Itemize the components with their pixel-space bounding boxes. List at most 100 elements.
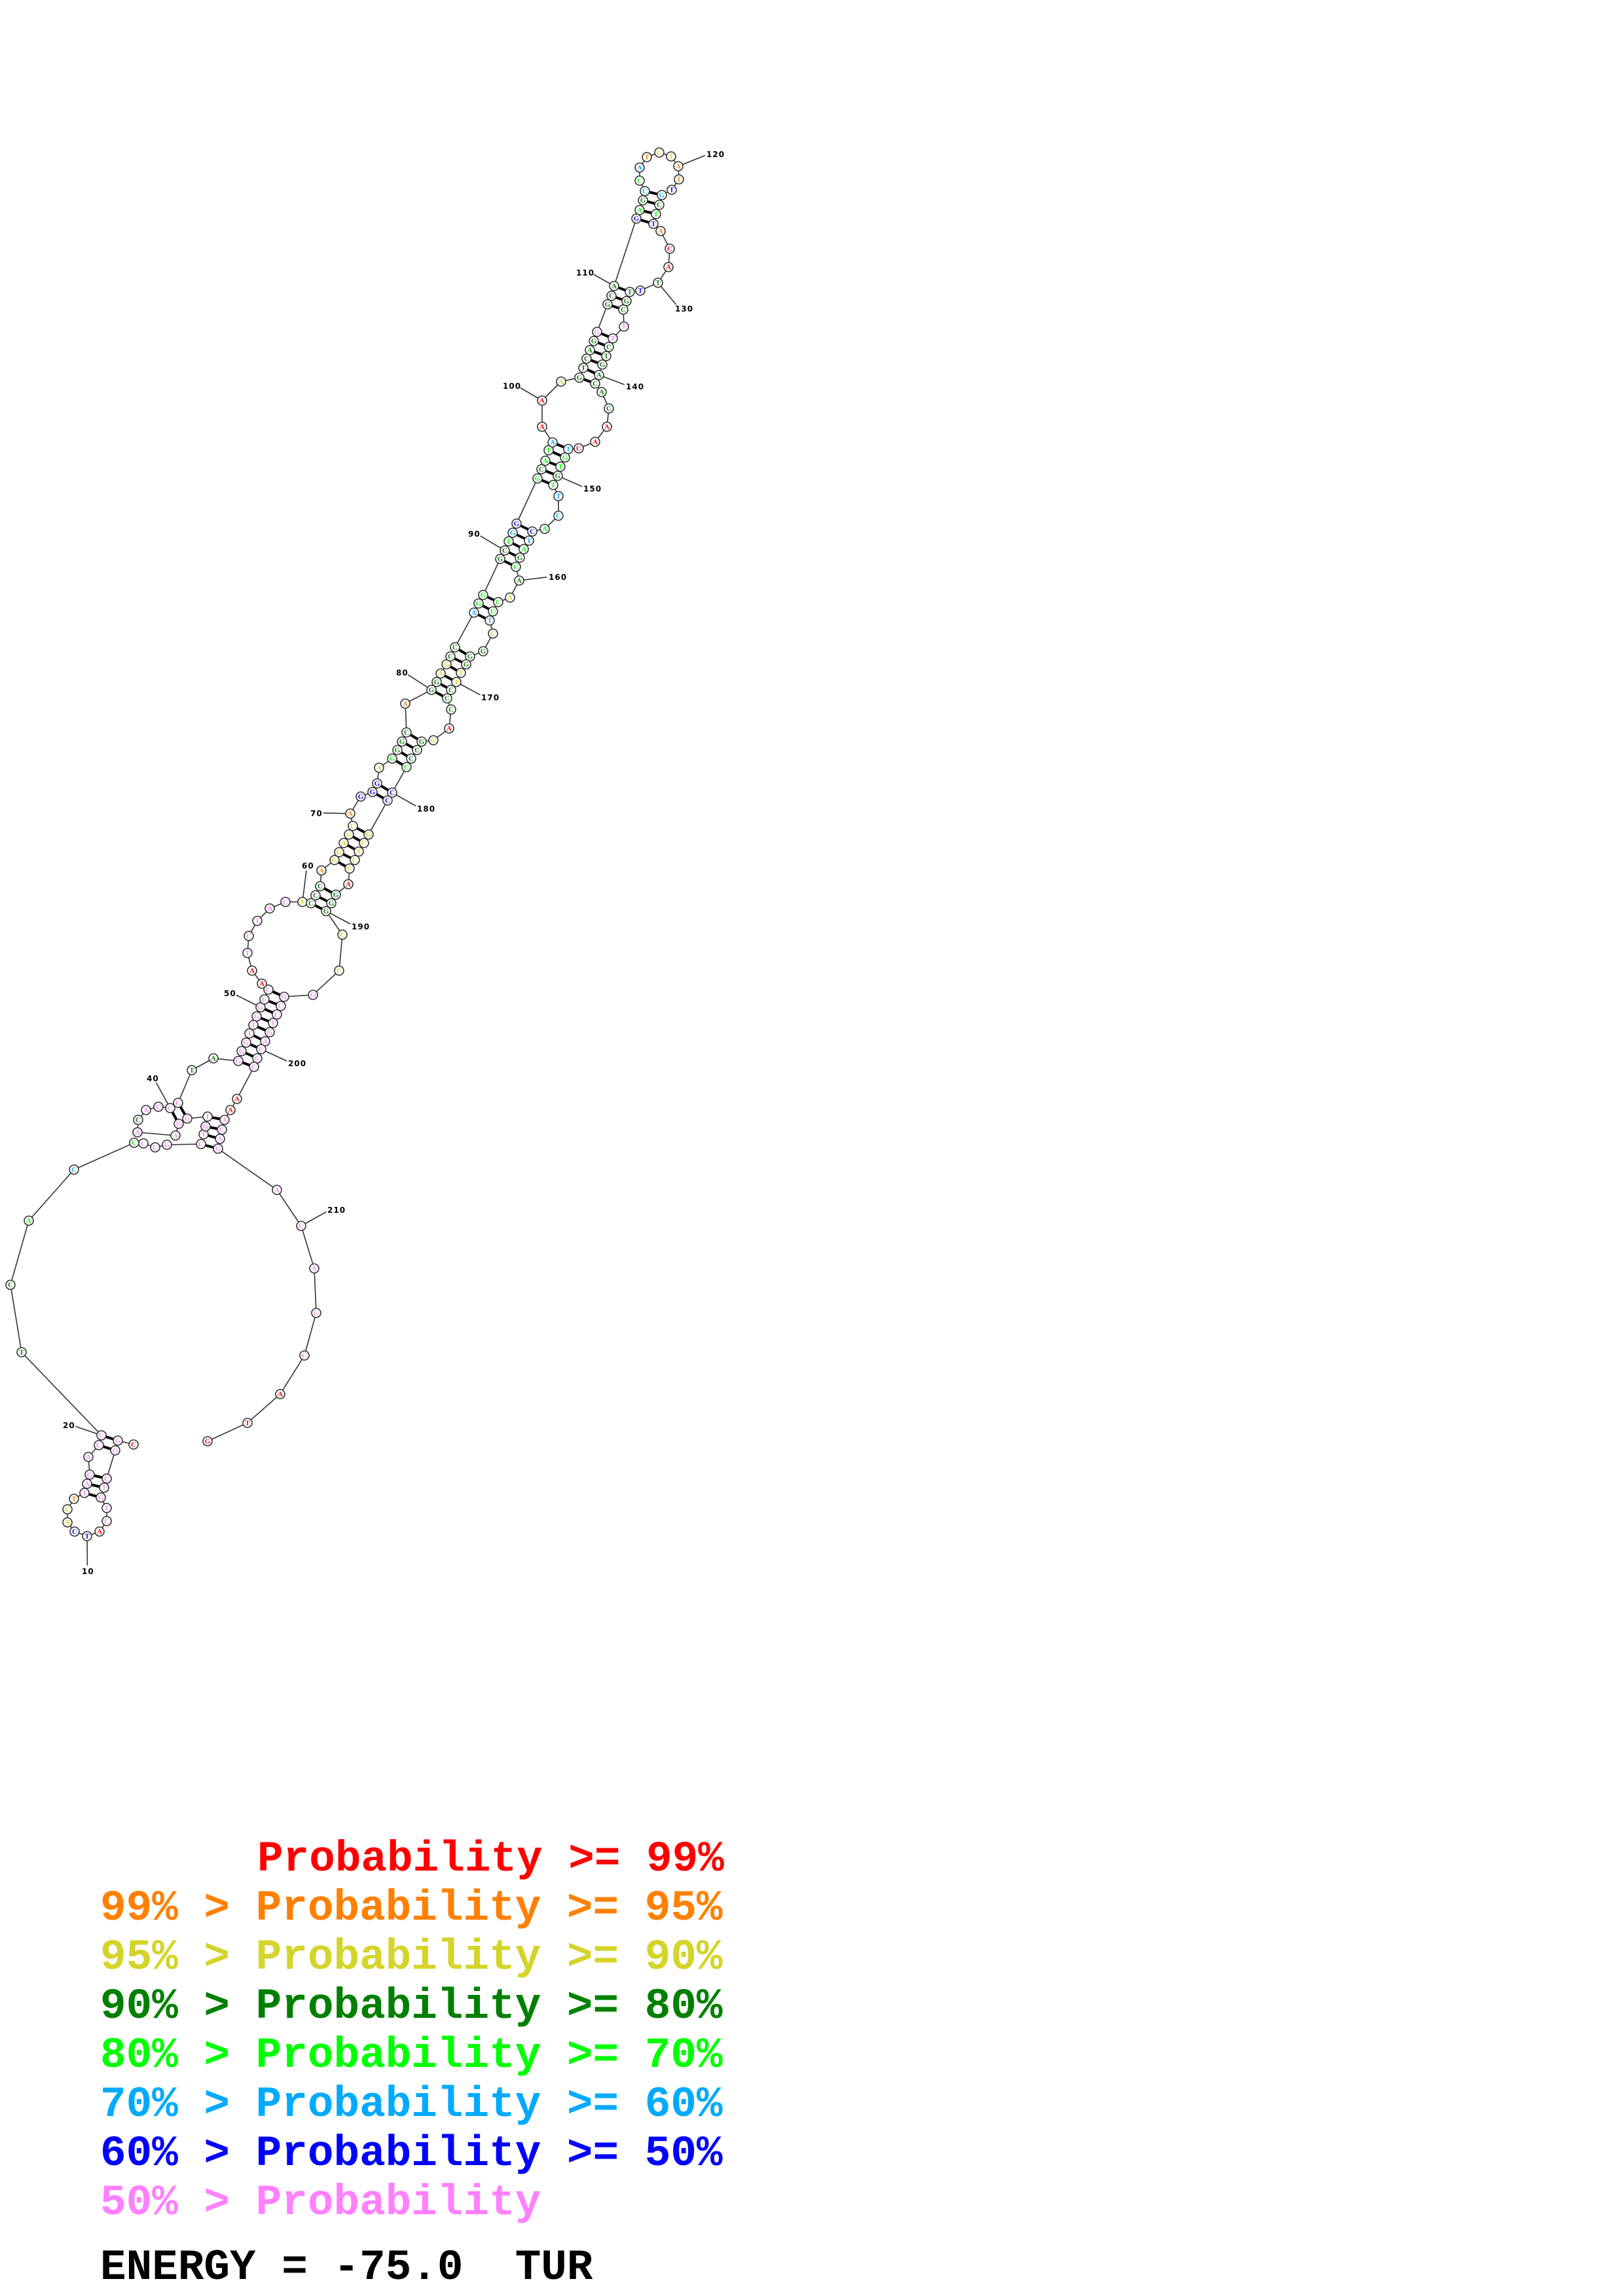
nucleotide: A bbox=[94, 1526, 105, 1537]
nucleotide-circle bbox=[138, 1138, 149, 1149]
nucleotide: A bbox=[264, 903, 275, 914]
nucleotide-base: C bbox=[99, 1432, 104, 1440]
nucleotide-circle bbox=[473, 598, 484, 609]
nucleotide-circle bbox=[665, 243, 675, 254]
nucleotide: G bbox=[344, 829, 354, 840]
position-label: 50 bbox=[224, 989, 236, 998]
nucleotide: A bbox=[602, 422, 612, 432]
nucleotide-circle bbox=[24, 1215, 34, 1226]
nucleotide: T bbox=[354, 846, 364, 857]
nucleotide-base: G bbox=[467, 653, 473, 661]
nucleotide-circle bbox=[382, 795, 393, 806]
nucleotide-base: A bbox=[542, 526, 547, 533]
nucleotide-circle bbox=[316, 865, 327, 876]
nucleotide-base: G bbox=[333, 891, 339, 899]
nucleotide-circle bbox=[82, 1531, 92, 1541]
nucleotide-circle bbox=[446, 704, 456, 715]
nucleotide-circle bbox=[532, 473, 543, 484]
nucleotide-circle bbox=[488, 628, 498, 639]
nucleotide: A bbox=[215, 1134, 225, 1144]
position-label: 100 bbox=[503, 382, 521, 391]
position-label: 170 bbox=[481, 693, 500, 702]
nucleotide-base: A bbox=[587, 347, 593, 355]
nucleotide: A bbox=[225, 1105, 236, 1115]
nucleotide-circle bbox=[456, 668, 466, 678]
nucleotide: A bbox=[596, 387, 607, 397]
nucleotide-base: G bbox=[476, 600, 482, 608]
nucleotide: G bbox=[162, 1139, 172, 1150]
nucleotide: T bbox=[625, 287, 635, 297]
nucleotide-base: G bbox=[332, 857, 338, 865]
nucleotide: T bbox=[69, 1494, 79, 1504]
nucleotide-base: T bbox=[84, 1533, 90, 1541]
nucleotide-base: T bbox=[627, 289, 632, 296]
nucleotide: C bbox=[311, 1308, 321, 1318]
nucleotide-circle bbox=[553, 471, 563, 481]
nucleotide-base: T bbox=[506, 538, 511, 546]
nucleotide-circle bbox=[272, 1009, 282, 1020]
nucleotide-circle bbox=[635, 285, 646, 296]
nucleotide-base: C bbox=[251, 1064, 257, 1071]
nucleotide-base: A bbox=[249, 967, 255, 975]
nucleotide-base: G bbox=[640, 197, 646, 205]
position-label: 190 bbox=[352, 922, 370, 931]
nucleotide-circle bbox=[255, 1002, 266, 1013]
nucleotide-circle bbox=[602, 422, 612, 432]
nucleotide-base: C bbox=[259, 1046, 264, 1054]
nucleotide: A bbox=[556, 376, 566, 387]
nucleotide: T bbox=[242, 1418, 253, 1428]
nucleotide: T bbox=[555, 461, 566, 472]
nucleotide-circle bbox=[547, 437, 558, 448]
nucleotide: A bbox=[83, 1452, 94, 1462]
nucleotide-base: T bbox=[669, 187, 674, 194]
nucleotide-base: C bbox=[667, 245, 672, 253]
nucleotide: G bbox=[255, 1002, 266, 1013]
energy-label: ENERGY = -75.0 TUR bbox=[100, 2243, 593, 2292]
nucleotide-circle bbox=[488, 606, 498, 617]
nucleotide-circle bbox=[94, 1526, 105, 1537]
nucleotide: T bbox=[543, 445, 554, 456]
nucleotide-base: T bbox=[487, 617, 492, 625]
nucleotide-base: G bbox=[329, 900, 335, 908]
nucleotide-circle bbox=[514, 575, 524, 586]
nucleotide-base: T bbox=[205, 1113, 210, 1121]
nucleotide: T bbox=[648, 219, 659, 229]
nucleotide-base: T bbox=[255, 918, 260, 925]
nucleotide: G bbox=[621, 296, 632, 306]
nucleotide-base: C bbox=[390, 789, 395, 797]
nucleotide-base: T bbox=[610, 335, 615, 343]
legend-row-3: 90% > Probability >= 80% bbox=[100, 1982, 723, 2031]
nucleotide-base: C bbox=[104, 1475, 109, 1483]
nucleotide-base: C bbox=[278, 1003, 283, 1011]
nucleotide: C bbox=[337, 929, 348, 940]
nucleotide-base: C bbox=[448, 687, 454, 694]
nucleotide: T bbox=[252, 916, 263, 926]
nucleotide-circle bbox=[264, 1027, 275, 1037]
nucleotide: G bbox=[428, 735, 439, 745]
nucleotide-base: A bbox=[348, 810, 353, 818]
nucleotide: C bbox=[606, 291, 617, 301]
nucleotide: T bbox=[601, 351, 611, 361]
nucleotide-base: C bbox=[404, 729, 409, 737]
nucleotide-base: G bbox=[510, 529, 516, 537]
nucleotide-circle bbox=[515, 552, 525, 563]
nucleotide: C bbox=[173, 1098, 183, 1108]
nucleotide-circle bbox=[397, 736, 407, 747]
position-label: 80 bbox=[396, 668, 409, 677]
nucleotide-base: C bbox=[637, 177, 642, 185]
nucleotide-base: G bbox=[434, 679, 440, 687]
nucleotide: G bbox=[592, 327, 602, 337]
nucleotide-base: C bbox=[642, 188, 647, 196]
nucleotide-base: G bbox=[498, 556, 503, 564]
nucleotide-base: G bbox=[624, 298, 630, 306]
nucleotide: A bbox=[141, 1105, 151, 1115]
nucleotide: A bbox=[400, 698, 410, 709]
nucleotide-base: A bbox=[471, 609, 477, 617]
nucleotide-base: T bbox=[71, 1496, 77, 1503]
nucleotide: A bbox=[505, 592, 515, 603]
nucleotide-circle bbox=[401, 727, 412, 738]
nucleotide-circle bbox=[16, 1347, 27, 1357]
nucleotide-circle bbox=[259, 994, 270, 1005]
nucleotide-circle bbox=[431, 677, 442, 687]
nucleotide-base: G bbox=[444, 661, 450, 669]
